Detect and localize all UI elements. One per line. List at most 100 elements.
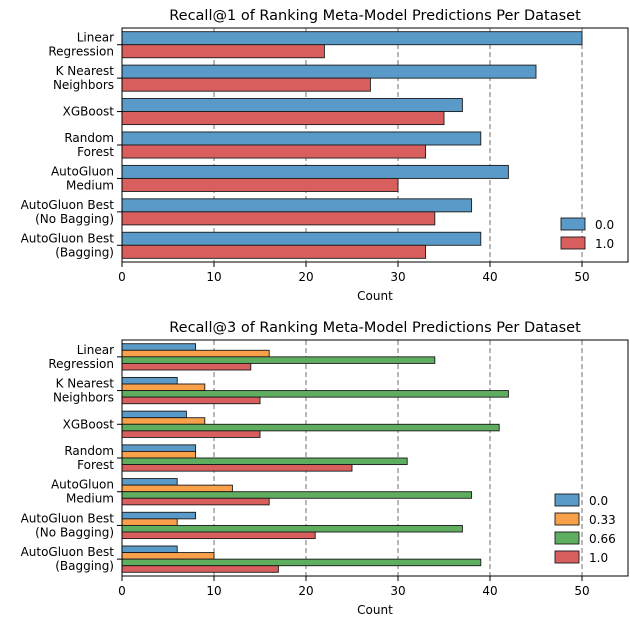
category-label-line: (No Bagging)	[35, 525, 114, 539]
bar-2-2-1	[121, 417, 206, 425]
category-label-line: AutoGluon Best	[21, 198, 115, 212]
legend-swatch	[554, 531, 580, 545]
category-label-line: Regression	[48, 357, 114, 371]
bar-1-6-1	[121, 244, 427, 259]
legend-label: 0.66	[589, 532, 616, 546]
category-label-line: K Nearest	[56, 377, 115, 391]
bar-2-6-3	[121, 565, 279, 573]
bar-2-4-3	[121, 497, 270, 506]
bar-2-1-1	[121, 383, 206, 392]
x-tick-label: 30	[390, 584, 405, 598]
bar-2-2-3	[121, 430, 261, 438]
category-label-line: XGBoost	[63, 417, 115, 431]
category-label: XGBoost	[63, 417, 115, 431]
category-label: Linear Regression	[48, 31, 114, 59]
category-label-line: Forest	[77, 145, 114, 159]
x-tick-label: 50	[574, 270, 589, 284]
x-tick-label: 20	[298, 270, 313, 284]
bar-2-1-0	[121, 376, 178, 385]
legend-label: 0.0	[589, 494, 608, 508]
category-label-line: Random	[64, 444, 114, 458]
category-label-line: Linear	[77, 343, 114, 357]
category-label-line: Neighbors	[53, 78, 114, 92]
chart-panel-2: Recall@3 of Ranking Meta-Model Predictio…	[21, 320, 629, 617]
category-label-line: Regression	[48, 45, 114, 59]
category-label: Random Forest	[64, 131, 114, 159]
x-tick-label: 10	[206, 584, 221, 598]
legend-label: 0.33	[589, 513, 616, 527]
x-tick-label: 50	[574, 584, 589, 598]
category-label: Linear Regression	[48, 343, 114, 371]
bar-2-5-2	[121, 524, 463, 533]
bar-2-4-0	[121, 478, 178, 486]
category-label: K Nearest Neighbors	[53, 64, 114, 92]
category-label-line: (Bagging)	[55, 245, 114, 259]
legend-swatch	[554, 550, 580, 564]
bar-1-1-0	[121, 64, 537, 79]
category-label: AutoGluon Medium	[51, 478, 114, 506]
legend-label: 1.0	[589, 551, 608, 565]
x-tick-label: 10	[206, 270, 221, 284]
bar-2-2-2	[121, 423, 500, 432]
category-label: AutoGluon Medium	[51, 164, 114, 192]
legend-swatch	[554, 493, 580, 507]
category-label-line: AutoGluon Best	[21, 545, 115, 559]
bar-2-6-1	[121, 552, 215, 560]
bar-1-0-0	[121, 31, 583, 46]
bar-2-2-0	[121, 410, 187, 419]
bar-1-1-1	[121, 77, 371, 92]
bar-1-5-0	[121, 198, 473, 213]
bar-2-6-2	[121, 558, 482, 567]
legend-swatch	[560, 236, 586, 250]
plot-frame	[121, 339, 629, 577]
category-label-line: AutoGluon Best	[21, 511, 115, 525]
bar-2-3-1	[121, 450, 197, 459]
x-axis-label: Count	[357, 289, 393, 303]
bar-2-6-0	[121, 545, 178, 554]
bar-1-6-0	[121, 231, 482, 246]
category-label: Random Forest	[64, 444, 114, 472]
category-label-line: Forest	[77, 458, 114, 472]
chart-title: Recall@1 of Ranking Meta-Model Predictio…	[169, 8, 581, 24]
category-label-line: AutoGluon Best	[21, 231, 115, 245]
category-label-line: Medium	[66, 492, 114, 506]
category-label: XGBoost	[63, 105, 115, 119]
bar-2-5-0	[121, 511, 197, 520]
category-label: AutoGluon Best (No Bagging)	[21, 511, 115, 539]
category-label-line: K Nearest	[56, 64, 115, 78]
bar-2-1-3	[121, 396, 261, 405]
bar-2-3-3	[121, 464, 353, 472]
category-label-line: AutoGluon	[51, 478, 114, 492]
bar-1-5-1	[121, 211, 436, 226]
category-label-line: Medium	[66, 178, 114, 192]
bar-2-5-3	[121, 531, 316, 540]
plot-frame	[121, 27, 629, 263]
x-tick-label: 0	[118, 584, 126, 598]
x-tick-label: 30	[390, 270, 405, 284]
bar-2-0-2	[121, 356, 436, 364]
category-label-line: (Bagging)	[55, 559, 114, 573]
bar-2-4-2	[121, 491, 473, 499]
bar-2-0-1	[121, 349, 270, 358]
category-label-line: AutoGluon	[51, 164, 114, 178]
category-label-line: Linear	[77, 31, 114, 45]
bar-1-3-1	[121, 144, 427, 159]
legend-label: 0.0	[595, 218, 614, 232]
category-label-line: XGBoost	[63, 105, 115, 119]
category-label-line: (No Bagging)	[35, 212, 114, 226]
category-label: AutoGluon Best (No Bagging)	[21, 198, 115, 226]
bar-2-5-1	[121, 518, 178, 526]
bar-2-4-1	[121, 484, 233, 493]
legend-swatch	[560, 217, 586, 231]
x-axis-label: Count	[357, 603, 393, 617]
bar-2-0-0	[121, 343, 197, 351]
category-label-line: Random	[64, 131, 114, 145]
bar-1-2-0	[121, 98, 463, 113]
legend-label: 1.0	[595, 237, 614, 251]
category-label: K Nearest Neighbors	[53, 377, 114, 405]
category-label: AutoGluon Best (Bagging)	[21, 545, 115, 573]
bar-1-3-0	[121, 131, 482, 146]
bar-2-1-2	[121, 390, 509, 398]
category-label: AutoGluon Best (Bagging)	[21, 231, 115, 259]
